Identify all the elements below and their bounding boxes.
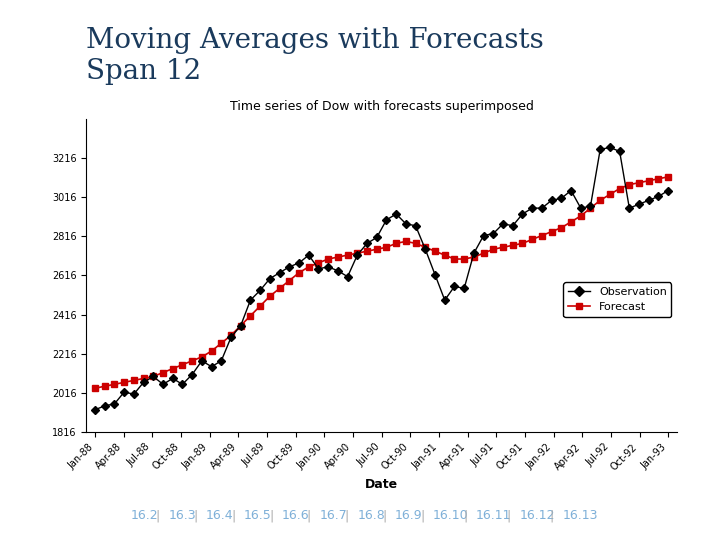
Text: Moving Averages with Forecasts
Span 12: Moving Averages with Forecasts Span 12 — [86, 27, 544, 85]
Text: |: | — [379, 509, 391, 522]
Text: 16.12: 16.12 — [519, 509, 555, 522]
Text: 16.10: 16.10 — [433, 509, 469, 522]
Text: |: | — [341, 509, 354, 522]
Text: |: | — [503, 509, 516, 522]
Text: 16.3: 16.3 — [168, 509, 196, 522]
Text: |: | — [460, 509, 472, 522]
Text: |: | — [546, 509, 559, 522]
Text: 16.8: 16.8 — [357, 509, 385, 522]
Text: 16.6: 16.6 — [282, 509, 310, 522]
Text: 16.11: 16.11 — [476, 509, 512, 522]
Text: 16.2: 16.2 — [130, 509, 158, 522]
Text: 16.4: 16.4 — [206, 509, 234, 522]
Text: 16.7: 16.7 — [320, 509, 347, 522]
Text: 16.5: 16.5 — [244, 509, 271, 522]
Text: |: | — [266, 509, 278, 522]
Text: |: | — [228, 509, 240, 522]
Legend: Observation, Forecast: Observation, Forecast — [563, 282, 671, 317]
Text: |: | — [190, 509, 202, 522]
Text: |: | — [417, 509, 429, 522]
Text: 16.9: 16.9 — [395, 509, 423, 522]
Text: |: | — [152, 509, 164, 522]
Text: |: | — [303, 509, 315, 522]
X-axis label: Date: Date — [365, 477, 398, 490]
Text: 16.13: 16.13 — [562, 509, 598, 522]
Title: Time series of Dow with forecasts superimposed: Time series of Dow with forecasts superi… — [230, 100, 534, 113]
